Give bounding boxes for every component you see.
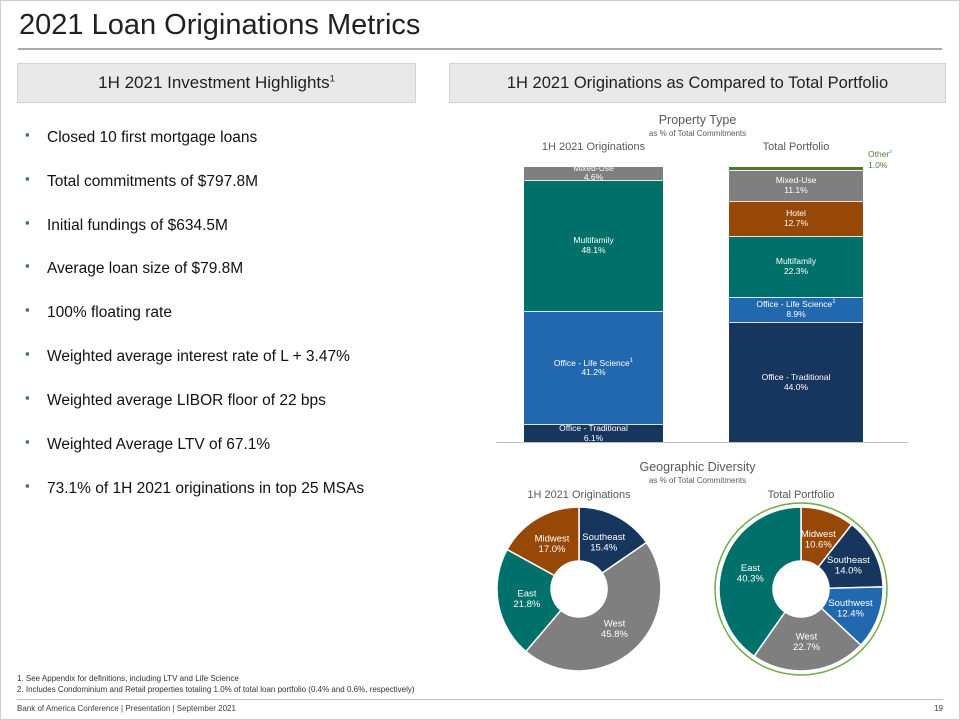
donut-label-originations: 1H 2021 Originations [527, 489, 631, 501]
bar-segment-multifamily: Multifamily 48.1% [524, 179, 663, 312]
footnote-2: 2. Includes Condominium and Retail prope… [17, 685, 415, 695]
donut-slice-east [496, 548, 562, 653]
bar-column-label-portfolio: Total Portfolio [762, 141, 830, 153]
other-callout-value: 1.0% [868, 160, 888, 171]
title-divider [18, 48, 942, 50]
bar-chart-baseline [496, 442, 908, 443]
bar-segment-office-life-science: Office - Life Science1 41.2% [524, 311, 663, 425]
donut-slice-label: Midwest 17.0% [535, 533, 570, 555]
highlight-item: Closed 10 first mortgage loans [25, 128, 425, 147]
footer-divider [17, 699, 943, 700]
donut-slice-midwest [506, 506, 580, 577]
left-header-text: 1H 2021 Investment Highlights [98, 73, 330, 92]
bar-segment-office-traditional: Office - Traditional 44.0% [729, 322, 863, 442]
other-highlight-ring [714, 502, 888, 676]
donut-slice-east [718, 506, 802, 658]
bar-segment-mixed-use: Mixed-Use 11.1% [729, 169, 863, 201]
geographic-diversity-chart-subtitle: as % of Total Commitments [648, 476, 747, 485]
geographic-diversity-chart-title: Geographic Diversity [639, 460, 756, 474]
highlight-item: 73.1% of 1H 2021 originations in top 25 … [25, 479, 425, 498]
other-callout-text: Other [868, 149, 890, 159]
investment-highlights-list: Closed 10 first mortgage loans Total comm… [25, 128, 425, 523]
donut-label-portfolio: Total Portfolio [767, 489, 835, 501]
property-type-chart-title: Property Type [658, 113, 737, 127]
highlight-item: Weighted Average LTV of 67.1% [25, 435, 425, 454]
highlight-item: Weighted average LIBOR floor of 22 bps [25, 391, 425, 410]
donut-slice-label: Southeast 14.0% [827, 555, 870, 577]
footnote-1: 1. See Appendix for definitions, includi… [17, 674, 239, 683]
highlight-item: Weighted average interest rate of L + 3.… [25, 347, 425, 366]
bar-column-label-originations: 1H 2021 Originations [541, 141, 646, 153]
donut-slice-west [524, 541, 662, 672]
footer-text: Bank of America Conference | Presentatio… [17, 704, 236, 713]
left-header-superscript: 1 [329, 73, 335, 84]
bar-segment-office-traditional: Office - Traditional 6.1% [524, 423, 663, 442]
other-callout-superscript: 2 [889, 149, 892, 155]
donut-slice-label: Midwest 10.6% [801, 529, 836, 551]
donut-slice-label: East 21.8% [513, 589, 540, 611]
donut-slice-label: West 22.7% [793, 632, 820, 654]
property-type-chart-subtitle: as % of Total Commitments [648, 129, 747, 138]
stacked-bar-portfolio: Mixed-Use 11.1% Hotel 12.7% Multifamily 22.3%… [729, 167, 863, 442]
donut-slice-label: West 45.8% [601, 618, 628, 640]
right-header-text: 1H 2021 Originations as Compared to Tota… [506, 73, 889, 92]
donut-slice-label: East 40.3% [737, 563, 764, 585]
stacked-bar-originations: Mixed-Use 4.6% Multifamily 48.1% Office - Li… [524, 163, 663, 442]
left-panel-header: 1H 2021 Investment Highlights1 [17, 63, 416, 103]
bar-segment-office-life-science: Office - Life Science1 8.9% [729, 297, 863, 323]
page-number: 19 [934, 704, 943, 713]
highlight-item: Total commitments of $797.8M [25, 172, 425, 191]
highlight-item: 100% floating rate [25, 303, 425, 322]
bar-segment-other [729, 167, 863, 170]
geographic-diversity-donuts: Southeast 15.4% West 45.8% East 21.8% Midwest 1… [496, 502, 888, 676]
right-panel-header: 1H 2021 Originations as Compared to Tota… [449, 63, 946, 103]
bar-segment-multifamily: Multifamily 22.3% [729, 235, 863, 298]
bar-segment-hotel: Hotel 12.7% [729, 200, 863, 236]
other-segment-callout: Other2 1.0% [868, 149, 892, 172]
donut-slice-label: Southeast 15.4% [582, 532, 625, 554]
donut-slice-label: Southwest 12.4% [828, 598, 873, 620]
highlight-item: Initial fundings of $634.5M [25, 216, 425, 235]
footnotes: 1. See Appendix for definitions, includi… [17, 673, 415, 695]
bar-segment-mixed-use: Mixed-Use 4.6% [524, 163, 663, 182]
page-title: 2021 Loan Originations Metrics [19, 9, 421, 41]
donut-slice-west [753, 607, 862, 672]
highlight-item: Average loan size of $79.8M [25, 259, 425, 278]
